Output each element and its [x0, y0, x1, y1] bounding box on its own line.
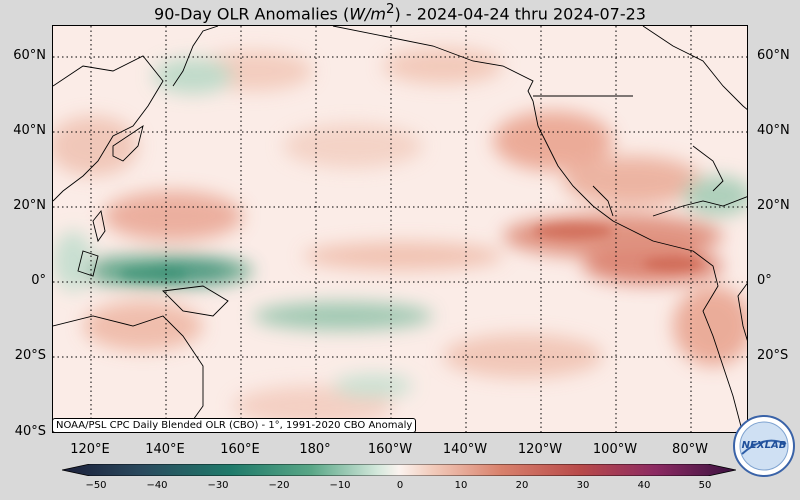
lat-label-right-20s: 20°S	[757, 348, 789, 363]
colorbar-tick: 40	[637, 480, 651, 491]
colorbar-tick: −50	[85, 480, 107, 491]
lon-label-120e: 120°E	[70, 442, 110, 457]
title-unit: W/m	[349, 4, 387, 24]
data-source-credit: NOAA/PSL CPC Daily Blended OLR (CBO) - 1…	[52, 418, 417, 433]
lon-label-80w: 80°W	[672, 442, 708, 457]
colorbar-tick: −10	[329, 480, 351, 491]
colorbar-tick: 10	[454, 480, 468, 491]
lat-label-right-60n: 60°N	[757, 48, 790, 63]
lon-label-160e: 160°E	[220, 442, 260, 457]
lat-label-right-0: 0°	[757, 273, 772, 288]
colorbar-tick: −20	[268, 480, 290, 491]
lon-label-140w: 140°W	[442, 442, 488, 457]
graticule	[53, 26, 747, 432]
coastlines	[53, 26, 747, 432]
lat-label-60n: 60°N	[13, 48, 46, 63]
lat-label-40s: 40°S	[14, 424, 46, 439]
lat-label-20s: 20°S	[14, 348, 46, 363]
colorbar-tick: 50	[698, 480, 712, 491]
colorbar-tick: −40	[146, 480, 168, 491]
lon-label-180: 180°	[299, 442, 331, 457]
title-suffix: ) - 2024-04-24 thru 2024-07-23	[394, 4, 646, 24]
nexlab-logo: NEXLAB	[733, 415, 795, 477]
colorbar-tick: −30	[207, 480, 229, 491]
map-title: 90-Day OLR Anomalies (W/m2) - 2024-04-24…	[0, 0, 800, 24]
colorbar-tick: 20	[515, 480, 529, 491]
lon-label-140e: 140°E	[145, 442, 185, 457]
anomaly-map	[52, 25, 748, 433]
lat-label-40n: 40°N	[13, 123, 46, 138]
colorbar-tick: 0	[396, 480, 404, 491]
lon-label-120w: 120°W	[517, 442, 563, 457]
lon-label-100w: 100°W	[592, 442, 638, 457]
anomaly-field	[53, 26, 747, 432]
colorbar-tick: 30	[576, 480, 590, 491]
lat-label-right-40n: 40°N	[757, 123, 790, 138]
title-unit-exponent: 2	[386, 2, 395, 17]
colorbar	[62, 464, 736, 476]
lon-label-160w: 160°W	[367, 442, 413, 457]
lat-label-20n: 20°N	[13, 198, 46, 213]
title-prefix: 90-Day OLR Anomalies (	[154, 4, 350, 24]
logo-text: NEXLAB	[742, 440, 787, 451]
lat-label-right-20n: 20°N	[757, 198, 790, 213]
lat-label-0: 0°	[31, 273, 46, 288]
